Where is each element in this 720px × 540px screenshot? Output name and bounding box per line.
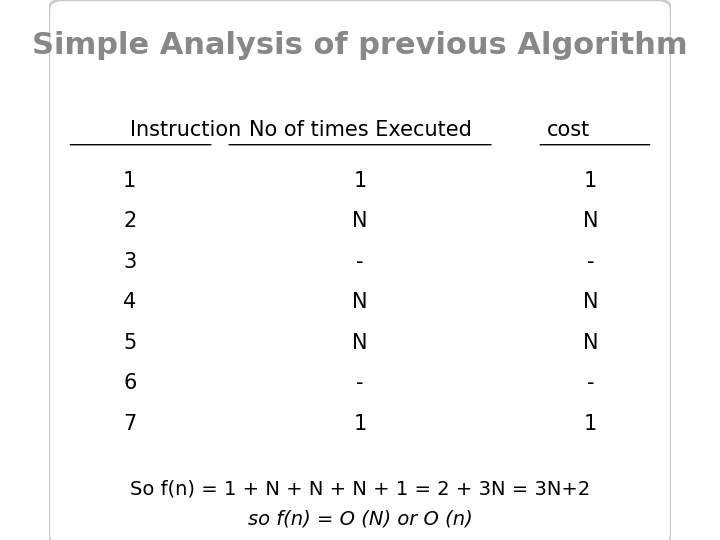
Text: -: - — [587, 252, 594, 272]
FancyBboxPatch shape — [49, 0, 671, 540]
Text: 1: 1 — [584, 414, 597, 434]
Text: -: - — [356, 252, 364, 272]
Text: N: N — [352, 211, 368, 232]
Text: Simple Analysis of previous Algorithm: Simple Analysis of previous Algorithm — [32, 31, 688, 60]
Text: 5: 5 — [123, 333, 136, 353]
Text: 7: 7 — [123, 414, 136, 434]
Text: N: N — [582, 211, 598, 232]
Text: 1: 1 — [123, 171, 136, 191]
Text: 4: 4 — [123, 292, 136, 313]
Text: N: N — [352, 333, 368, 353]
Text: 1: 1 — [354, 414, 366, 434]
Text: cost: cost — [547, 119, 590, 140]
Text: Instruction: Instruction — [130, 119, 241, 140]
Text: -: - — [356, 373, 364, 394]
Text: 2: 2 — [123, 211, 136, 232]
Text: No of times Executed: No of times Executed — [248, 119, 472, 140]
Text: 1: 1 — [354, 171, 366, 191]
Text: N: N — [352, 292, 368, 313]
Text: so f(n) = O (N) or O (n): so f(n) = O (N) or O (n) — [248, 510, 472, 529]
Text: 1: 1 — [584, 171, 597, 191]
Text: -: - — [587, 373, 594, 394]
Text: N: N — [582, 333, 598, 353]
Text: 6: 6 — [123, 373, 136, 394]
Text: So f(n) = 1 + N + N + N + 1 = 2 + 3N = 3N+2: So f(n) = 1 + N + N + N + 1 = 2 + 3N = 3… — [130, 479, 590, 498]
Text: N: N — [582, 292, 598, 313]
Text: 3: 3 — [123, 252, 136, 272]
